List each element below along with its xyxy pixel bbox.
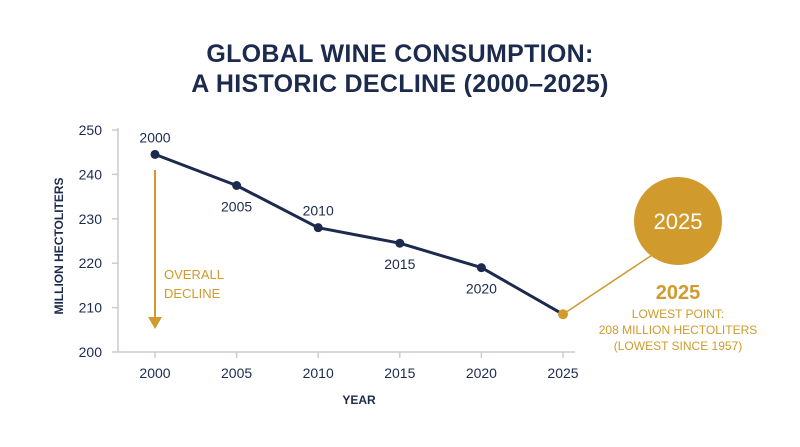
data-point-labels: 2000 2005 2010 2015 2020 <box>139 129 497 296</box>
data-point <box>395 238 405 248</box>
x-tick-label: 2015 <box>384 365 415 381</box>
y-tick-label: 220 <box>79 255 103 271</box>
data-point-label: 2020 <box>466 281 497 297</box>
data-point-label: 2000 <box>139 129 170 145</box>
x-tick-label: 2005 <box>221 365 252 381</box>
callout-circle <box>634 177 722 265</box>
decline-label-line-1: OVERALL <box>164 267 224 282</box>
y-tick-label: 200 <box>79 344 103 360</box>
chart-title-line-1: GLOBAL WINE CONSUMPTION: <box>206 40 594 68</box>
chart-title-line-2: A HISTORIC DECLINE (2000–2025) <box>191 70 609 98</box>
data-point-label: 2010 <box>303 203 334 219</box>
x-tick-label: 2020 <box>466 365 497 381</box>
overall-decline-annotation: OVERALL DECLINE <box>148 170 224 329</box>
data-point <box>558 309 568 320</box>
x-tick-label: 2025 <box>547 365 578 381</box>
x-tick-label: 2010 <box>303 365 334 381</box>
x-tick-label: 2000 <box>139 365 170 381</box>
decline-label-line-2: DECLINE <box>164 286 221 301</box>
y-axis-label: MILLION HECTOLITERS <box>52 177 66 314</box>
y-tick-label: 240 <box>79 166 103 182</box>
callout-year: 2025 <box>656 282 701 304</box>
callout-connector-line <box>562 254 653 315</box>
y-tick-label: 230 <box>79 211 103 227</box>
data-points <box>150 149 568 320</box>
decline-arrow-head <box>148 317 162 329</box>
data-point <box>150 149 160 159</box>
y-tick-label: 250 <box>79 122 103 138</box>
y-axis-ticks: 200 210 220 230 240 250 <box>79 122 118 360</box>
lowest-point-callout: 2025 2025 LOWEST POINT: 208 MILLION HECT… <box>562 177 758 353</box>
data-point-label: 2005 <box>221 199 252 215</box>
data-point <box>232 181 242 190</box>
callout-line-2: 208 MILLION HECTOLITERS <box>599 323 758 337</box>
x-axis-label: YEAR <box>342 393 376 407</box>
data-point-label: 2015 <box>384 256 415 272</box>
x-axis-ticks: 2000 2005 2010 2015 2020 2025 <box>139 352 579 381</box>
callout-line-3: (LOWEST SINCE 1957) <box>614 339 742 353</box>
callout-line-1: LOWEST POINT: <box>632 307 724 321</box>
data-point <box>313 223 323 233</box>
series-line <box>154 152 564 316</box>
data-point <box>476 263 486 273</box>
callout-circle-label: 2025 <box>654 209 703 234</box>
axes <box>117 128 575 353</box>
y-tick-label: 210 <box>79 300 103 316</box>
